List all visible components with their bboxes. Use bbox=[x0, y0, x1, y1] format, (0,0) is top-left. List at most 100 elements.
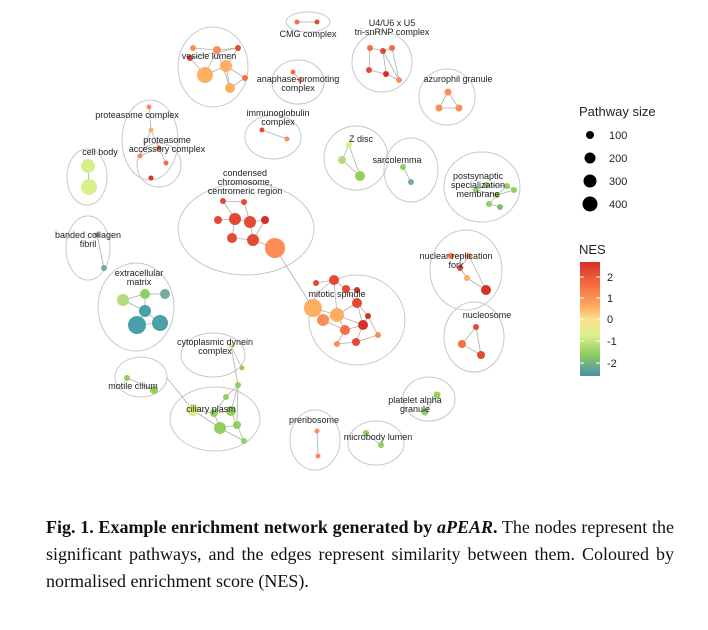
cluster-label: proteasome accessory complex bbox=[129, 135, 206, 154]
similarity-edge bbox=[475, 326, 482, 356]
similarity-edge bbox=[382, 50, 387, 75]
pathway-node bbox=[187, 55, 193, 61]
size-legend-dot-300 bbox=[583, 174, 597, 188]
pathway-node bbox=[197, 67, 213, 83]
nes-color-bar bbox=[580, 262, 600, 376]
pathway-node bbox=[494, 192, 500, 198]
similarity-edge bbox=[192, 47, 218, 51]
pathway-node bbox=[261, 216, 269, 224]
pathway-node bbox=[117, 294, 129, 306]
cluster-boundary bbox=[351, 31, 413, 93]
pathway-node bbox=[81, 159, 95, 173]
cluster-boundary bbox=[289, 409, 341, 471]
caption-tool-name: aPEAR bbox=[437, 517, 494, 537]
cluster-boundary bbox=[323, 125, 389, 191]
pathway-node bbox=[464, 275, 470, 281]
similarity-edge bbox=[468, 255, 487, 291]
pathway-node bbox=[304, 299, 322, 317]
cluster-label: postsynaptic specialization membrane bbox=[451, 171, 505, 199]
pathway-node bbox=[244, 216, 256, 228]
cluster-label: ciliary plasm bbox=[186, 404, 236, 414]
cluster-boundary bbox=[244, 114, 302, 160]
pathway-node bbox=[481, 285, 491, 295]
similarity-edge bbox=[475, 189, 498, 196]
cluster-boundary bbox=[285, 11, 331, 33]
pathway-node bbox=[330, 308, 344, 322]
pathway-node bbox=[227, 233, 237, 243]
pathway-node bbox=[511, 187, 517, 193]
similarity-edge bbox=[261, 129, 288, 140]
pathway-node bbox=[239, 365, 245, 371]
cluster-label: immunoglobulin complex bbox=[246, 108, 309, 127]
pathway-node bbox=[313, 280, 319, 286]
cluster-label: extracellular matrix bbox=[115, 268, 164, 287]
pathway-node bbox=[334, 341, 340, 347]
nes-legend: NES 2 1 0 -1 -2 bbox=[579, 242, 617, 376]
pathway-node bbox=[354, 287, 360, 293]
pathway-node bbox=[259, 127, 265, 133]
pathway-node bbox=[457, 265, 463, 271]
similarity-edge bbox=[139, 129, 152, 157]
nes-tick-1: 1 bbox=[607, 293, 613, 305]
pathway-node bbox=[497, 204, 503, 210]
similarity-edge bbox=[368, 47, 371, 71]
cluster-boundary bbox=[136, 142, 182, 188]
size-legend-label-200: 200 bbox=[609, 153, 627, 165]
pathway-node bbox=[408, 179, 414, 185]
similarity-edge bbox=[274, 247, 314, 309]
pathway-node bbox=[137, 153, 143, 159]
pathway-node bbox=[483, 182, 489, 188]
pathway-node bbox=[152, 315, 168, 331]
pathway-node bbox=[346, 142, 352, 148]
pathway-node bbox=[294, 19, 300, 25]
pathway-node bbox=[355, 171, 365, 181]
pathway-node bbox=[213, 46, 221, 54]
pathway-node bbox=[101, 265, 107, 271]
pathway-node bbox=[363, 430, 369, 436]
cluster-boundary bbox=[180, 332, 246, 378]
pathway-node bbox=[433, 391, 441, 399]
pathway-node bbox=[367, 45, 373, 51]
pathway-node bbox=[220, 198, 226, 204]
cluster-boundary bbox=[177, 182, 315, 276]
similarity-edge bbox=[150, 129, 160, 149]
pathway-node bbox=[315, 453, 321, 459]
pathway-node bbox=[365, 313, 371, 319]
cluster-label: condensed chromosome, centromeric region bbox=[208, 168, 283, 196]
similarity-edge bbox=[126, 377, 155, 391]
size-legend-label-100: 100 bbox=[609, 130, 627, 142]
cluster-boundary bbox=[418, 68, 476, 126]
cluster-boundary bbox=[402, 376, 456, 422]
pathway-node bbox=[226, 406, 236, 416]
cluster-boundaries bbox=[65, 11, 521, 471]
pathway-node bbox=[421, 408, 429, 416]
pathway-node bbox=[150, 386, 158, 394]
pathway-node bbox=[314, 428, 320, 434]
pathway-node bbox=[210, 409, 218, 417]
pathway-node bbox=[265, 238, 285, 258]
cluster-label: nucleosome bbox=[463, 310, 512, 320]
similarity-edge bbox=[365, 432, 382, 446]
cluster-boundary bbox=[65, 215, 111, 281]
nes-color-bar-ticks bbox=[580, 276, 600, 364]
cluster-boundary bbox=[443, 151, 521, 223]
similarity-edge bbox=[236, 384, 239, 426]
pathway-node bbox=[444, 88, 452, 96]
pathway-node bbox=[473, 187, 479, 193]
cluster-label: CMG complex bbox=[279, 29, 337, 39]
pathway-node bbox=[486, 201, 492, 207]
cluster-labels: CMG complex U4/U6 x U5 tri-snRNP complex ve… bbox=[55, 18, 511, 442]
cluster-label: cytoplasmic dynein complex bbox=[177, 337, 253, 356]
pathway-node bbox=[400, 164, 406, 170]
cluster-label: proteasome complex bbox=[95, 110, 179, 120]
pathway-node bbox=[229, 213, 241, 225]
pathway-node bbox=[297, 77, 303, 83]
pathway-node bbox=[290, 69, 296, 75]
pathway-node bbox=[124, 375, 130, 381]
size-legend: Pathway size 100 200 300 400 bbox=[579, 104, 656, 212]
similarity-edge bbox=[166, 377, 194, 411]
pathway-node bbox=[383, 71, 389, 77]
pathway-node bbox=[81, 179, 97, 195]
cluster-label: banded collagen fibril bbox=[55, 230, 121, 249]
